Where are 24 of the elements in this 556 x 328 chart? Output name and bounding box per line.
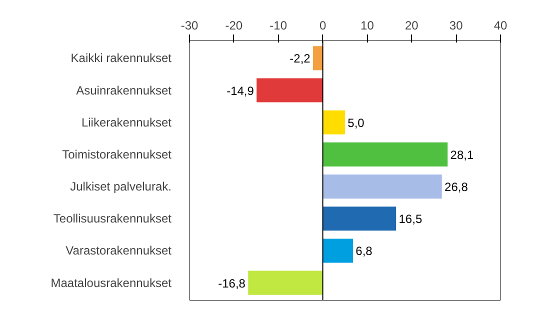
data-label: 16,5: [398, 212, 422, 226]
x-tick-label: 40: [494, 18, 508, 32]
data-label: -14,9: [226, 84, 254, 98]
x-tick-label: 20: [404, 18, 419, 32]
y-tick-label: Teollisuusrakennukset: [53, 212, 172, 226]
data-label: 6,8: [356, 244, 373, 258]
data-label: -2,2: [290, 52, 311, 66]
y-tick-label: Julkiset palvelurak.: [70, 180, 172, 194]
y-tick-label: Toimistorakennukset: [62, 147, 172, 162]
data-label: 28,1: [450, 148, 474, 162]
y-tick-label: Varastorakennukset: [66, 244, 172, 258]
x-tick-label: 30: [449, 18, 464, 32]
x-tick-label: 10: [360, 18, 374, 32]
y-tick-label: Kaikki rakennukset: [70, 51, 172, 66]
x-tick-label: -20: [225, 18, 243, 32]
data-label: -16,8: [218, 276, 246, 290]
y-tick-label: Maatalousrakennukset: [50, 276, 172, 290]
y-tick-label: Asuinrakennukset: [76, 83, 172, 98]
data-label: 26,8: [444, 180, 468, 194]
x-tick-label: -10: [270, 18, 288, 32]
data-label: 5,0: [348, 116, 365, 130]
x-tick-label: -30: [180, 18, 198, 32]
x-tick-label: 0: [319, 18, 326, 32]
y-tick-label: Liikerakennukset: [81, 115, 172, 130]
